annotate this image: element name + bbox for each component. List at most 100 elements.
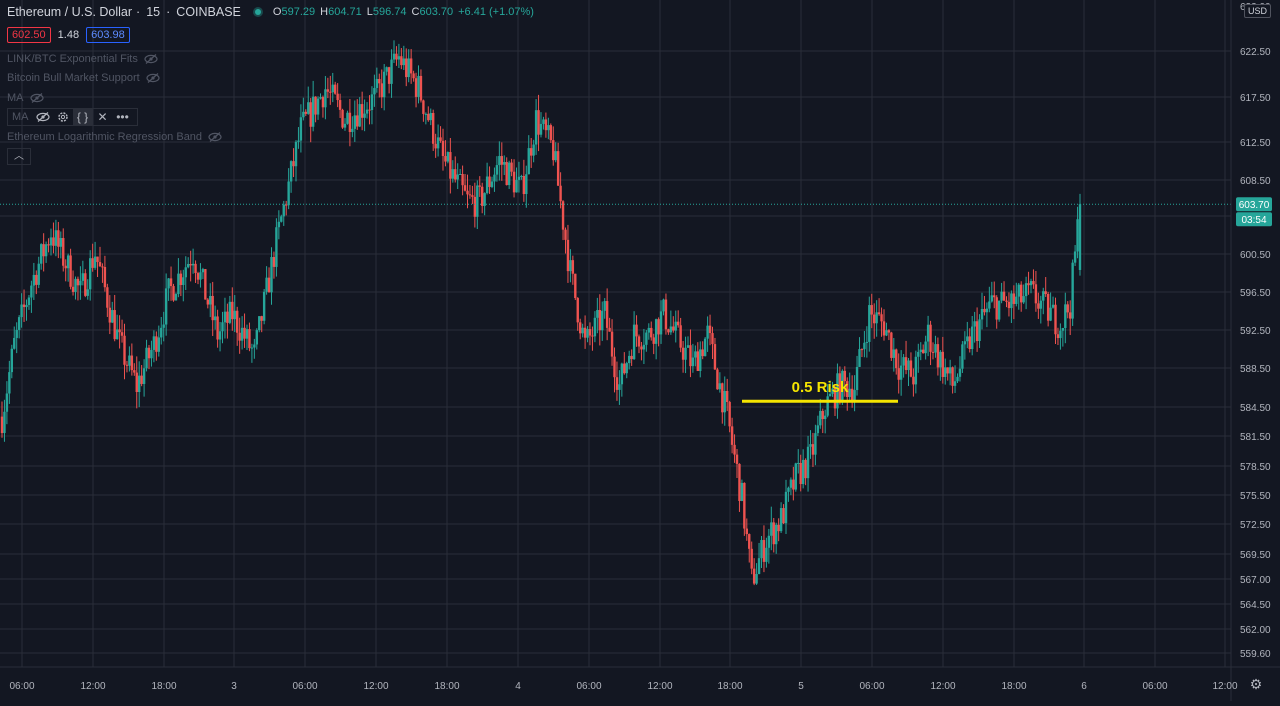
candle-body (632, 324, 636, 360)
risk-level-label[interactable]: 0.5 Risk (792, 379, 849, 396)
candle-body (280, 216, 283, 222)
candle-body (130, 355, 134, 371)
last-price-label: 603.70 (1239, 200, 1270, 211)
countdown-badge (1236, 212, 1272, 227)
candle-body (321, 97, 325, 108)
eye-off-icon[interactable] (29, 92, 44, 103)
candle-body (49, 237, 53, 246)
candle-body (334, 84, 337, 94)
candle-body (779, 508, 783, 532)
candle-body (512, 171, 516, 193)
indicator-name[interactable]: Ethereum Logarithmic Regression Band (7, 130, 203, 143)
candle-body (1071, 262, 1074, 319)
candle-body (542, 119, 545, 124)
collapse-legend-button[interactable]: ︿ (7, 148, 31, 165)
indicator-row-active[interactable]: MA { } ✕ ••• (7, 108, 534, 128)
candle-body (59, 237, 62, 247)
candle-body (1046, 293, 1050, 321)
candle-body (713, 344, 717, 370)
candle-body (89, 258, 92, 290)
currency-badge[interactable]: USD (1244, 4, 1272, 18)
candle-body (934, 344, 937, 353)
candle-body (941, 351, 944, 377)
indicator-name[interactable]: MA (12, 111, 29, 124)
indicator-name[interactable]: Bitcoin Bull Market Support (7, 72, 140, 85)
indicator-name[interactable]: MA (7, 91, 24, 104)
eye-off-icon[interactable] (144, 53, 158, 64)
candle-body (922, 349, 925, 354)
candle-body (258, 316, 261, 331)
candle-body (983, 309, 986, 313)
candle-body (37, 263, 40, 285)
price-axis[interactable]: 623.00622.50617.50612.50608.50604.50600.… (1230, 0, 1272, 701)
candle-body (703, 338, 707, 357)
candle-body (128, 355, 131, 366)
candle-body (1002, 291, 1006, 301)
candle-body (936, 344, 940, 368)
sell-button[interactable]: 602.50 (7, 27, 51, 43)
candle-body (1051, 304, 1055, 308)
candle-body (209, 295, 212, 305)
candle-body (213, 316, 217, 321)
candle-body (1042, 291, 1045, 301)
candle-body (81, 273, 85, 281)
interval-label[interactable]: 15 (146, 5, 161, 19)
indicator-row[interactable]: Ethereum Logarithmic Regression Band (7, 127, 534, 147)
time-tick-label: 06:00 (576, 681, 601, 692)
candle-body (316, 98, 320, 115)
time-tick-label: 12:00 (1212, 681, 1237, 692)
eye-off-icon[interactable] (208, 131, 222, 142)
candle-body (400, 56, 403, 66)
candle-body (13, 337, 16, 349)
candle-body (654, 319, 658, 344)
candle-body (990, 295, 993, 302)
candle-body (201, 269, 205, 273)
exchange-label[interactable]: COINBASE (176, 5, 241, 19)
candle-body (292, 161, 295, 167)
candle-body (1007, 301, 1011, 309)
time-axis[interactable]: 06:00 12:00 18:00 3 06:00 12:00 18:00 4 06:00 12:… (0, 666, 1280, 692)
symbol-name[interactable]: Ethereum / U.S. Dollar (7, 5, 133, 19)
candlestick-series (0, 40, 1231, 586)
candle-body (233, 310, 236, 320)
candle-body (164, 288, 168, 325)
candle-body (677, 321, 680, 326)
countdown-label: 03:54 (1241, 215, 1266, 226)
candle-body (223, 311, 227, 323)
more-icon[interactable]: ••• (116, 110, 129, 125)
candle-body (66, 255, 70, 269)
indicator-toolbar[interactable]: MA { } ✕ ••• (7, 108, 138, 127)
indicator-row[interactable]: Bitcoin Bull Market Support (7, 69, 534, 89)
candle-body (160, 327, 163, 338)
source-code-icon[interactable]: { } (72, 109, 93, 126)
candle-body (995, 297, 998, 320)
close-icon[interactable]: ✕ (97, 110, 108, 125)
close-value: 603.70 (419, 6, 454, 18)
candle-body (54, 230, 58, 246)
candle-body (863, 342, 866, 350)
candle-body (375, 78, 379, 89)
candle-body (926, 324, 930, 342)
indicator-row[interactable]: MA (7, 88, 534, 108)
risk-annotation[interactable]: 0.5 Risk (742, 379, 898, 403)
buy-button[interactable]: 603.98 (86, 27, 130, 43)
candle-body (838, 373, 842, 402)
candle-body (694, 351, 697, 358)
indicator-row[interactable]: LINK/BTC Exponential Fits (7, 49, 534, 69)
candle-body (848, 388, 851, 398)
indicator-name[interactable]: LINK/BTC Exponential Fits (7, 52, 138, 65)
candle-body (71, 286, 75, 292)
candle-body (358, 104, 361, 127)
candle-body (189, 264, 192, 266)
candle-body (623, 363, 626, 374)
settings-icon[interactable] (53, 109, 73, 125)
eye-off-icon[interactable] (33, 109, 53, 125)
chart-settings-icon[interactable]: ⚙ (1249, 676, 1263, 692)
candle-body (650, 327, 653, 338)
candle-body (245, 329, 249, 339)
candle-body (385, 67, 388, 72)
eye-off-icon[interactable] (146, 73, 160, 84)
